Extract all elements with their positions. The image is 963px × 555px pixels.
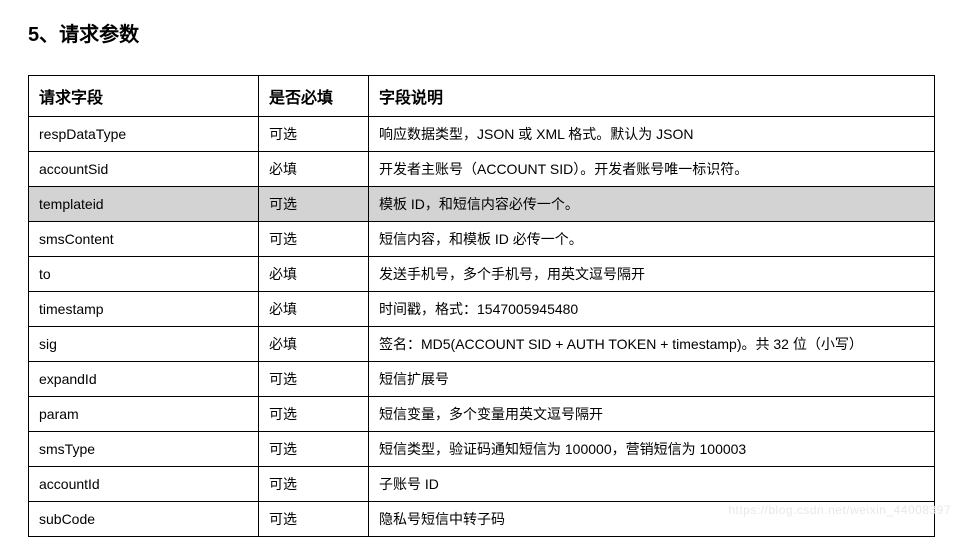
table-row: timestamp 必填 时间戳，格式：1547005945480 xyxy=(29,292,935,327)
cell-required: 可选 xyxy=(259,117,369,152)
cell-desc: 子账号 ID xyxy=(369,467,935,502)
table-row: smsType 可选 短信类型，验证码通知短信为 100000，营销短信为 10… xyxy=(29,432,935,467)
cell-desc: 短信内容，和模板 ID 必传一个。 xyxy=(369,222,935,257)
table-row: sig 必填 签名：MD5(ACCOUNT SID + AUTH TOKEN +… xyxy=(29,327,935,362)
table-row-highlighted: templateid 可选 模板 ID，和短信内容必传一个。 xyxy=(29,187,935,222)
cell-required: 可选 xyxy=(259,362,369,397)
table-row: expandId 可选 短信扩展号 xyxy=(29,362,935,397)
cell-desc: 模板 ID，和短信内容必传一个。 xyxy=(369,187,935,222)
cell-field: templateid xyxy=(29,187,259,222)
cell-required: 必填 xyxy=(259,292,369,327)
cell-desc: 隐私号短信中转子码 xyxy=(369,502,935,537)
cell-desc: 签名：MD5(ACCOUNT SID + AUTH TOKEN + timest… xyxy=(369,327,935,362)
table-row: accountSid 必填 开发者主账号（ACCOUNT SID）。开发者账号唯… xyxy=(29,152,935,187)
cell-required: 可选 xyxy=(259,467,369,502)
table-row: param 可选 短信变量，多个变量用英文逗号隔开 xyxy=(29,397,935,432)
cell-desc: 短信扩展号 xyxy=(369,362,935,397)
header-required: 是否必填 xyxy=(259,76,369,117)
cell-field: smsType xyxy=(29,432,259,467)
header-field: 请求字段 xyxy=(29,76,259,117)
cell-field: timestamp xyxy=(29,292,259,327)
cell-required: 可选 xyxy=(259,397,369,432)
section-title: 5、请求参数 xyxy=(28,18,935,47)
cell-field: subCode xyxy=(29,502,259,537)
table-body: respDataType 可选 响应数据类型，JSON 或 XML 格式。默认为… xyxy=(29,117,935,537)
cell-required: 必填 xyxy=(259,327,369,362)
cell-desc: 开发者主账号（ACCOUNT SID）。开发者账号唯一标识符。 xyxy=(369,152,935,187)
table-row: smsContent 可选 短信内容，和模板 ID 必传一个。 xyxy=(29,222,935,257)
table-row: to 必填 发送手机号，多个手机号，用英文逗号隔开 xyxy=(29,257,935,292)
cell-field: param xyxy=(29,397,259,432)
cell-required: 可选 xyxy=(259,432,369,467)
cell-field: expandId xyxy=(29,362,259,397)
cell-field: to xyxy=(29,257,259,292)
cell-field: respDataType xyxy=(29,117,259,152)
cell-desc: 响应数据类型，JSON 或 XML 格式。默认为 JSON xyxy=(369,117,935,152)
cell-desc: 短信类型，验证码通知短信为 100000，营销短信为 100003 xyxy=(369,432,935,467)
table-row: respDataType 可选 响应数据类型，JSON 或 XML 格式。默认为… xyxy=(29,117,935,152)
cell-required: 可选 xyxy=(259,187,369,222)
cell-desc: 发送手机号，多个手机号，用英文逗号隔开 xyxy=(369,257,935,292)
table-row: accountId 可选 子账号 ID xyxy=(29,467,935,502)
table-header-row: 请求字段 是否必填 字段说明 xyxy=(29,76,935,117)
cell-field: accountId xyxy=(29,467,259,502)
cell-field: sig xyxy=(29,327,259,362)
cell-field: smsContent xyxy=(29,222,259,257)
table-row: subCode 可选 隐私号短信中转子码 xyxy=(29,502,935,537)
header-desc: 字段说明 xyxy=(369,76,935,117)
cell-field: accountSid xyxy=(29,152,259,187)
cell-required: 可选 xyxy=(259,222,369,257)
cell-required: 可选 xyxy=(259,502,369,537)
cell-desc: 时间戳，格式：1547005945480 xyxy=(369,292,935,327)
cell-required: 必填 xyxy=(259,152,369,187)
cell-desc: 短信变量，多个变量用英文逗号隔开 xyxy=(369,397,935,432)
cell-required: 必填 xyxy=(259,257,369,292)
params-table: 请求字段 是否必填 字段说明 respDataType 可选 响应数据类型，JS… xyxy=(28,75,935,537)
